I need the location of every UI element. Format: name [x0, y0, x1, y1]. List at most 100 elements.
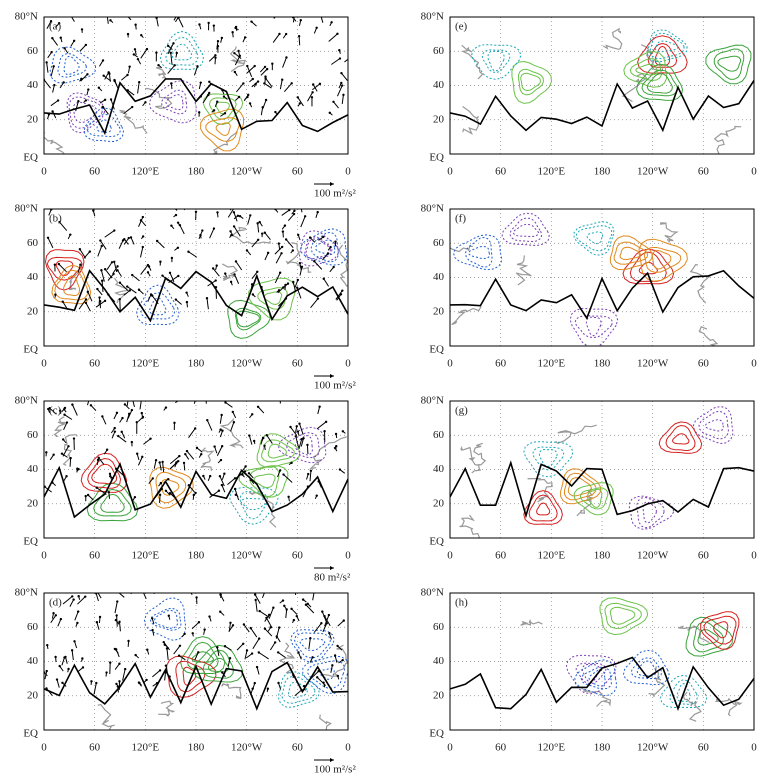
vector-head: [89, 404, 93, 407]
contour: [299, 230, 339, 267]
vector-head: [84, 43, 88, 47]
x-axis-label: 60: [698, 550, 710, 562]
x-axis-label: 120°E: [132, 742, 160, 754]
coastline: [460, 44, 484, 80]
contour: [171, 43, 193, 61]
flux-vector: [336, 85, 343, 97]
vector-head: [263, 65, 267, 69]
contour: [651, 249, 672, 270]
vector-head: [95, 486, 98, 489]
flux-vector: [183, 462, 186, 471]
x-axis-label: 60: [89, 166, 101, 178]
vector-head: [59, 36, 62, 39]
contour: [636, 63, 684, 101]
flux-vector: [207, 280, 216, 287]
vector-head: [216, 100, 219, 103]
vector-head: [233, 487, 237, 491]
vector-head: [205, 297, 209, 300]
vector-head: [265, 434, 268, 437]
flux-vector: [320, 17, 324, 23]
x-axis-label: 0: [345, 166, 351, 178]
contour: [208, 97, 237, 120]
flux-vector: [297, 97, 304, 107]
y-axis-label: 80°N: [15, 203, 38, 215]
contour: [304, 236, 333, 261]
contour: [215, 122, 231, 136]
vector-head: [266, 251, 270, 255]
contour: [713, 621, 729, 639]
vector-head: [76, 610, 80, 613]
vector-head: [220, 413, 223, 417]
vector-head: [121, 416, 124, 420]
flux-vector: [234, 52, 242, 59]
x-axis-label: 0: [751, 166, 757, 178]
flux-vector: [277, 287, 284, 294]
vector-head: [116, 600, 119, 603]
vector-head: [223, 112, 227, 115]
contour: [310, 231, 339, 263]
vector-head: [135, 452, 139, 455]
vector-head: [126, 285, 129, 288]
flux-vector: [268, 607, 274, 619]
vector-head: [231, 201, 233, 203]
vector-head: [338, 57, 342, 60]
flux-vector: [93, 683, 97, 695]
vector-head: [63, 406, 67, 410]
coastline: [338, 244, 348, 287]
vector-head: [295, 286, 299, 289]
flux-vector: [198, 230, 203, 239]
flux-vector: [44, 486, 52, 493]
contour: [191, 651, 215, 663]
flux-vector: [108, 294, 116, 303]
flux-vector: [74, 611, 79, 621]
vector-head: [86, 73, 89, 76]
flux-vector: [50, 100, 59, 107]
contour: [501, 212, 550, 246]
flux-vector: [335, 290, 343, 300]
contour: [149, 297, 167, 316]
vector-head: [318, 405, 321, 408]
flux-vector: [275, 253, 282, 264]
vector-head: [103, 98, 107, 101]
flux-vector: [206, 298, 209, 310]
vector-head: [159, 481, 163, 485]
vector-head: [302, 437, 305, 440]
contour: [613, 241, 648, 265]
coastline: [451, 306, 482, 326]
contour: [148, 80, 197, 124]
vector-head: [164, 489, 168, 492]
vector-head: [60, 452, 64, 455]
flux-vector: [96, 487, 107, 495]
vector-head: [134, 23, 137, 26]
flux-vector: [117, 435, 127, 443]
vector-head: [161, 274, 164, 277]
map-content: [44, 17, 348, 154]
y-axis-label: 20: [433, 689, 445, 701]
vector-head: [312, 83, 315, 86]
contour: [281, 675, 316, 704]
coastline: [714, 697, 743, 717]
flux-vector: [106, 17, 109, 24]
y-axis-label: 20: [27, 497, 39, 509]
vector-head: [295, 425, 298, 428]
vector-head: [242, 642, 245, 646]
contour: [66, 92, 105, 134]
vector-head: [292, 212, 296, 216]
coastline: [459, 514, 481, 538]
vector-head: [228, 656, 232, 660]
vector-head: [187, 589, 189, 591]
vector-head: [137, 80, 141, 84]
contour: [267, 443, 287, 459]
y-axis-label: 20: [27, 689, 39, 701]
vector-head: [232, 211, 236, 214]
contour: [523, 490, 563, 525]
x-axis-label: 0: [345, 550, 351, 562]
flux-vector: [225, 402, 233, 408]
flux-vector: [50, 615, 57, 624]
x-axis-label: 180: [188, 742, 205, 754]
vector-head: [214, 285, 218, 289]
contour: [573, 221, 615, 256]
contour: [564, 472, 597, 501]
flux-vector: [278, 298, 287, 307]
coastline: [219, 417, 244, 449]
